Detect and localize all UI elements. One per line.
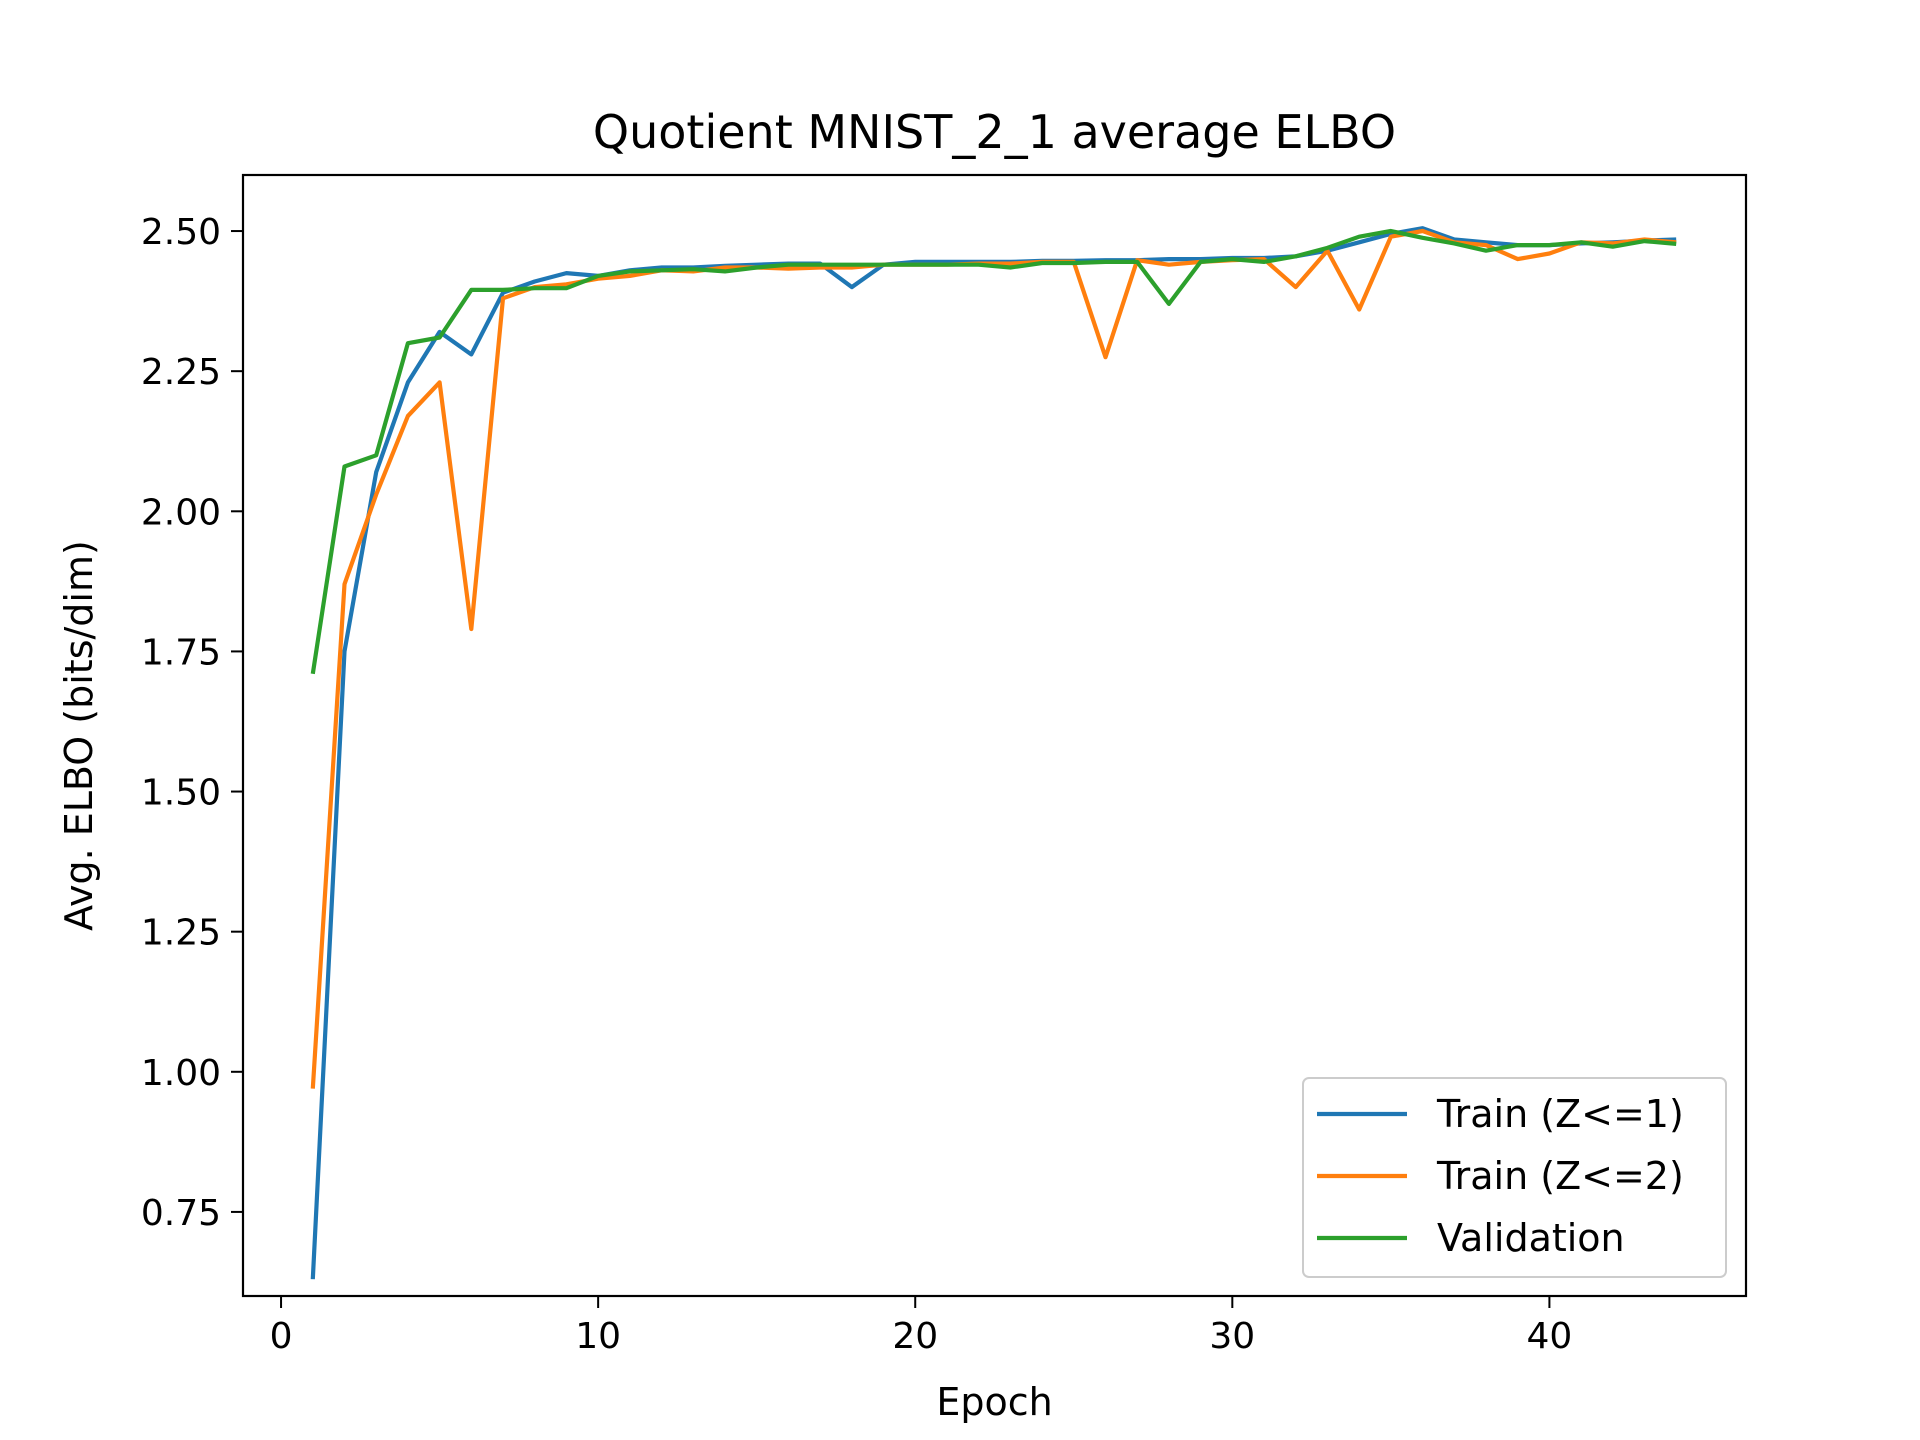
x-axis: 0 10 20 30 40 [270,1296,1572,1357]
y-tick-label: 2.25 [141,352,221,393]
y-tick-label: 0.75 [141,1193,221,1234]
legend-box [1302,1077,1727,1278]
y-tick-label: 2.50 [141,212,221,253]
plot-frame [241,173,1748,1298]
plot-lines [310,226,1677,1280]
x-tick-label: 30 [1209,1316,1255,1357]
x-axis-label: Epoch [936,1380,1052,1424]
x-tick-label: 20 [892,1316,938,1357]
x-tick-label: 40 [1526,1316,1572,1357]
x-tick-label: 0 [270,1316,293,1357]
y-tick-label: 1.25 [141,913,221,954]
y-tick-label: 1.75 [141,632,221,673]
legend-label-1: Train (Z<=2) [1436,1154,1684,1198]
y-tick-label: 1.50 [141,773,221,814]
legend-label-0: Train (Z<=1) [1436,1092,1684,1136]
y-tick-label: 2.00 [141,492,221,533]
legend: Train (Z<=1) Train (Z<=2) Validation [1302,1077,1727,1278]
x-tick-label: 10 [575,1316,621,1357]
y-axis: 0.75 1.00 1.25 1.50 1.75 2.00 2.25 2.50 [141,212,243,1234]
legend-label-2: Validation [1437,1216,1625,1260]
series-line-1 [310,228,1677,1089]
y-axis-label: Avg. ELBO (bits/dim) [57,540,101,931]
y-tick-label: 1.00 [141,1053,221,1094]
chart-title: Quotient MNIST_2_1 average ELBO [593,105,1396,159]
series-line-2 [310,228,1677,675]
